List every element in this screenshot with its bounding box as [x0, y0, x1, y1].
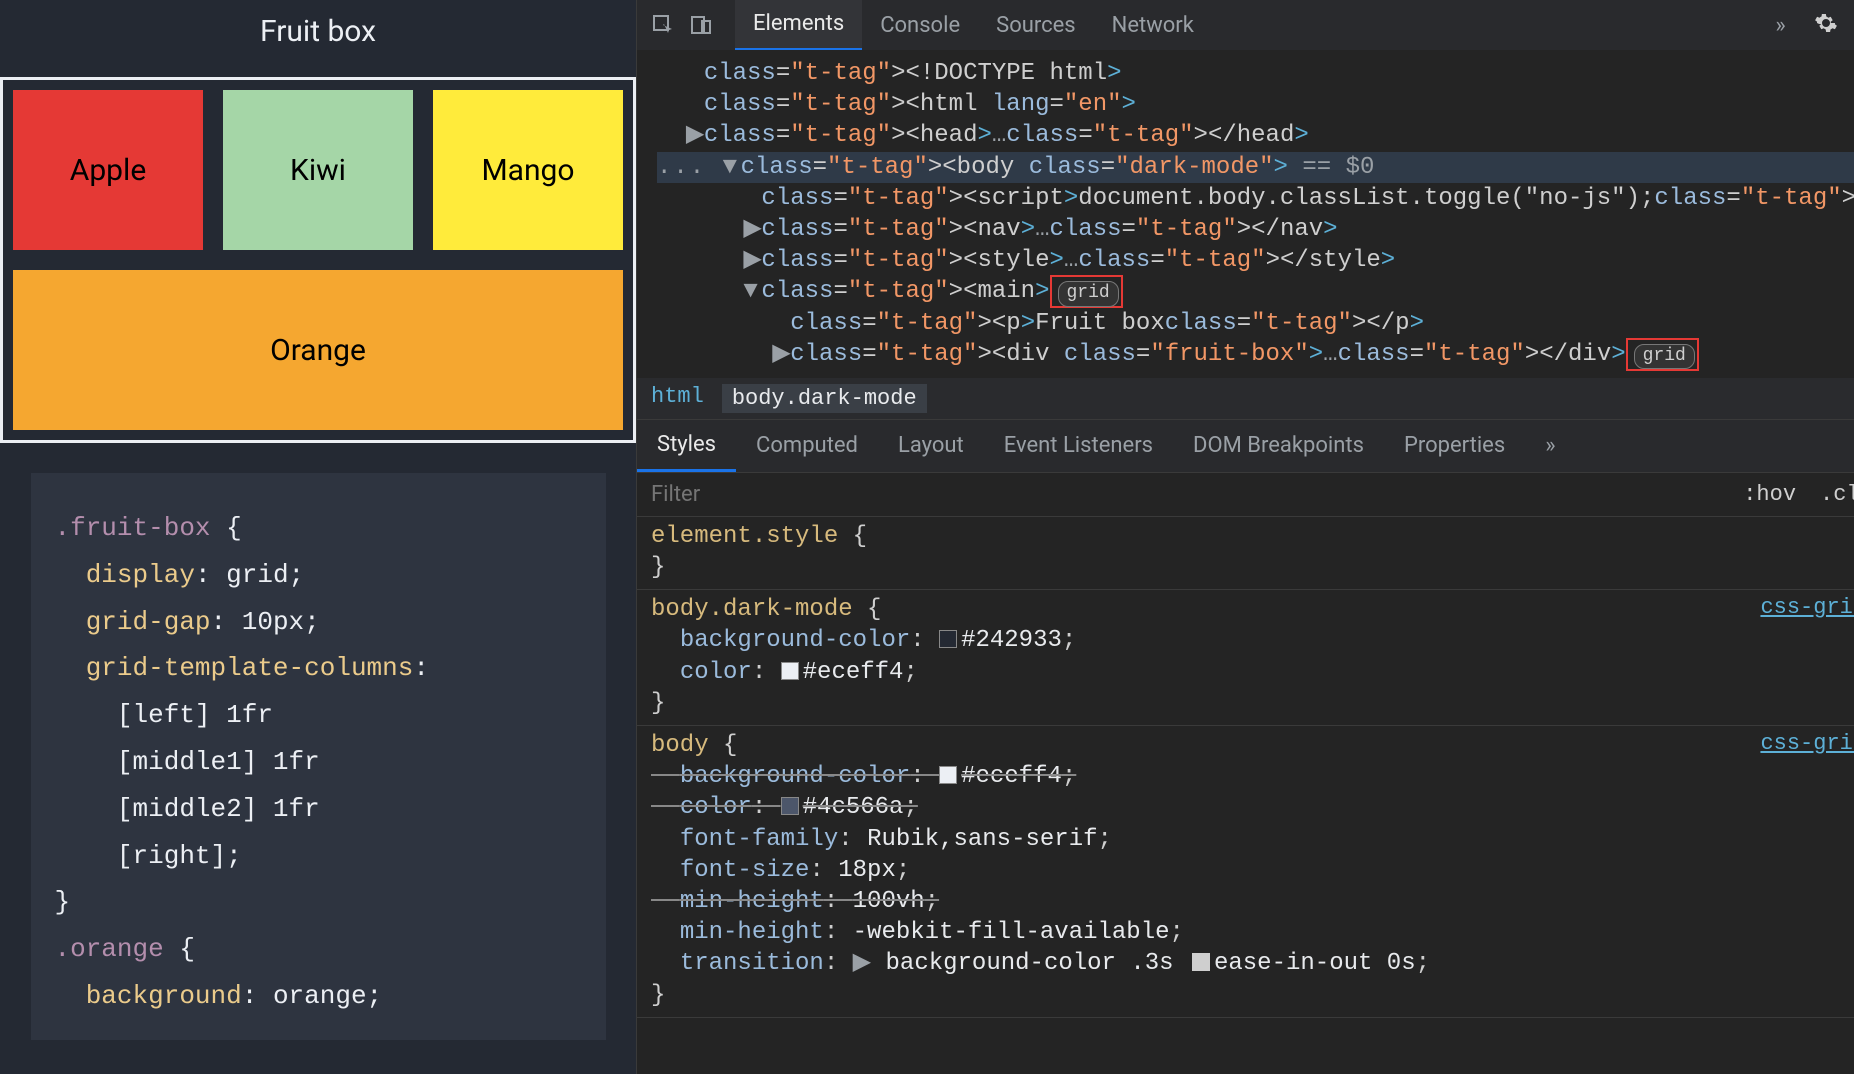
css-rule[interactable]: css-grid-fruit:1body { background-color:… [637, 726, 1854, 1018]
devtools-panel: ElementsConsoleSourcesNetwork » ⋯ class=… [636, 0, 1854, 1074]
styles-tab-computed[interactable]: Computed [736, 421, 878, 470]
styles-tab-properties[interactable]: Properties [1384, 421, 1525, 470]
overflow-tabs-icon[interactable]: » [1757, 1, 1803, 50]
dom-node[interactable]: class="t-tag"><p>Fruit boxclass="t-tag">… [657, 308, 1854, 339]
fruit-apple: Apple [13, 90, 203, 250]
inspect-icon[interactable] [649, 11, 677, 39]
styles-filter-row: :hov .cls + [637, 473, 1854, 517]
css-rule[interactable]: css-grid-fruit:1body.dark-mode { backgro… [637, 590, 1854, 726]
devtools-toolbar: ElementsConsoleSourcesNetwork » ⋯ [637, 0, 1854, 50]
dom-node[interactable]: ... ▼class="t-tag"><body class="dark-mod… [657, 152, 1854, 183]
styles-tabstrip: StylesComputedLayoutEvent ListenersDOM B… [637, 419, 1854, 473]
dom-node[interactable]: ▶class="t-tag"><nav>…class="t-tag"></nav… [657, 214, 1854, 245]
devtools-tab-network[interactable]: Network [1094, 1, 1212, 50]
breadcrumb-item[interactable]: html [651, 384, 704, 413]
fruit-orange: Orange [13, 270, 623, 430]
rendered-page: Fruit box AppleKiwiMango Orange .fruit-bo… [0, 0, 636, 1074]
styles-tab-event-listeners[interactable]: Event Listeners [984, 421, 1173, 470]
styles-filter-input[interactable] [651, 482, 1731, 507]
styles-rules[interactable]: element.style {}css-grid-fruit:1body.dar… [637, 517, 1854, 1074]
styles-tab-layout[interactable]: Layout [878, 421, 984, 470]
devtools-tabs: ElementsConsoleSourcesNetwork [735, 0, 1747, 51]
styles-tab-styles[interactable]: Styles [637, 420, 736, 472]
cls-toggle[interactable]: .cls [1808, 482, 1854, 507]
styles-overflow-icon[interactable]: » [1525, 421, 1575, 470]
dom-node[interactable]: ▶class="t-tag"><style>…class="t-tag"></s… [657, 245, 1854, 276]
dom-node[interactable]: ▼class="t-tag"><main>grid [657, 276, 1854, 307]
page-title: Fruit box [260, 14, 376, 49]
dom-node[interactable]: class="t-tag"><html lang="en"> [657, 89, 1854, 120]
fruit-mango: Mango [433, 90, 623, 250]
dom-tree[interactable]: class="t-tag"><!DOCTYPE html> class="t-t… [637, 50, 1854, 378]
breadcrumb[interactable]: html body.dark-mode [637, 378, 1854, 419]
fruit-kiwi: Kiwi [223, 90, 413, 250]
dom-node[interactable]: ▶class="t-tag"><div class="fruit-box">…c… [657, 339, 1854, 370]
hov-toggle[interactable]: :hov [1731, 482, 1808, 507]
settings-icon[interactable] [1814, 11, 1838, 40]
fruit-box-container: AppleKiwiMango Orange [0, 77, 636, 443]
dom-node[interactable]: class="t-tag"><script>document.body.clas… [657, 183, 1854, 214]
device-toggle-icon[interactable] [687, 11, 715, 39]
dom-node[interactable]: class="t-tag"><!DOCTYPE html> [657, 58, 1854, 89]
dom-node[interactable]: ▶class="t-tag"><head>…class="t-tag"></he… [657, 120, 1854, 151]
devtools-tab-sources[interactable]: Sources [978, 1, 1094, 50]
breadcrumb-item[interactable]: body.dark-mode [722, 384, 927, 413]
source-link[interactable]: css-grid-fruit:1 [1760, 594, 1854, 623]
fruit-box-grid: AppleKiwiMango Orange [13, 90, 623, 430]
source-link[interactable]: css-grid-fruit:1 [1760, 730, 1854, 759]
devtools-tab-elements[interactable]: Elements [735, 0, 862, 51]
devtools-tab-console[interactable]: Console [862, 1, 978, 50]
css-rule[interactable]: element.style {} [637, 517, 1854, 590]
code-snippet: .fruit-box { display: grid; grid-gap: 10… [31, 473, 606, 1040]
styles-tab-dom-breakpoints[interactable]: DOM Breakpoints [1173, 421, 1384, 470]
